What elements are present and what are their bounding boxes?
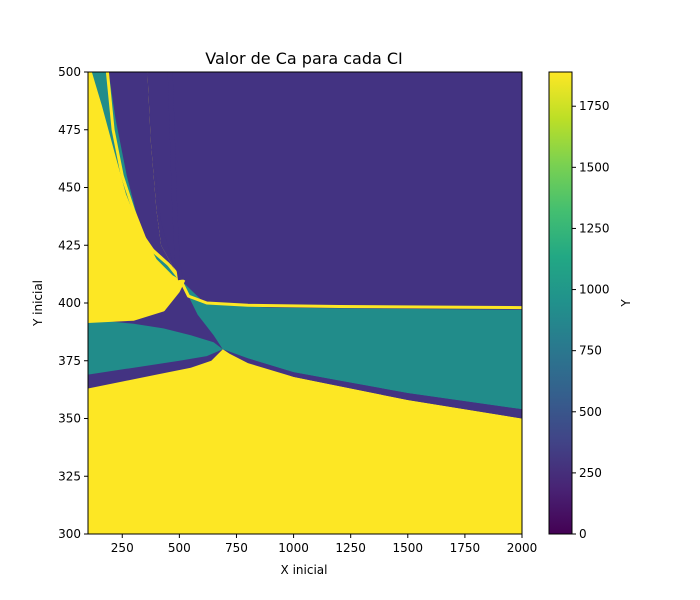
boundary-band-2 (179, 279, 522, 310)
y-tick-label: 475 (58, 123, 81, 137)
chart-title: Valor de Ca para cada CI (205, 49, 403, 68)
heatmap-boundaries (88, 72, 522, 323)
colorbar-tick-label: 250 (579, 466, 602, 480)
y-axis-ticks: 300 325 350 375 400 425 450 475 500 (58, 65, 88, 541)
x-tick-label: 750 (225, 541, 248, 555)
x-tick-label: 2000 (507, 541, 538, 555)
boundary-band-1 (105, 72, 182, 281)
colorbar-label: Y (619, 299, 633, 308)
x-axis-label: X inicial (281, 563, 328, 577)
region-mid-2 (88, 321, 223, 375)
region-low-5 (147, 72, 522, 308)
boundary-band-4 (167, 72, 183, 281)
y-tick-label: 425 (58, 238, 81, 252)
colorbar-ticks: 0 250 500 750 1000 1250 1500 1750 (572, 99, 610, 541)
colorbar-tick-label: 750 (579, 344, 602, 358)
colorbar-tick-label: 1500 (579, 160, 610, 174)
x-tick-label: 1500 (393, 541, 424, 555)
x-tick-label: 1750 (450, 541, 481, 555)
y-tick-label: 400 (58, 296, 81, 310)
y-tick-label: 350 (58, 412, 81, 426)
x-tick-label: 250 (111, 541, 134, 555)
x-tick-label: 500 (168, 541, 191, 555)
y-tick-label: 300 (58, 527, 81, 541)
region-mid-6 (180, 279, 522, 410)
y-tick-label: 500 (58, 65, 81, 79)
region-high-0 (88, 72, 522, 534)
colorbar-frame (548, 71, 573, 535)
heatmap-regions (88, 72, 522, 534)
plot-area (88, 72, 522, 534)
region-low-3 (88, 72, 181, 280)
colorbar-gradient (549, 72, 572, 534)
y-axis-label: Y inicial (31, 280, 45, 327)
colorbar-tick-label: 1250 (579, 221, 610, 235)
colorbar-tick-label: 0 (579, 527, 587, 541)
colorbar-tick-label: 1750 (579, 99, 610, 113)
y-tick-label: 450 (58, 181, 81, 195)
region-low-7 (222, 349, 522, 419)
x-tick-label: 1000 (278, 541, 309, 555)
x-axis-ticks: 250 500 750 1000 1250 1500 1750 2000 (111, 534, 537, 555)
y-tick-label: 325 (58, 469, 81, 483)
colorbar-tick-label: 1000 (579, 283, 610, 297)
boundary-band-3 (88, 279, 186, 323)
colorbar: 0 250 500 750 1000 1250 1500 1750 Y (548, 71, 633, 541)
x-tick-label: 1250 (335, 541, 366, 555)
colorbar-tick-label: 500 (579, 405, 602, 419)
y-tick-label: 375 (58, 354, 81, 368)
